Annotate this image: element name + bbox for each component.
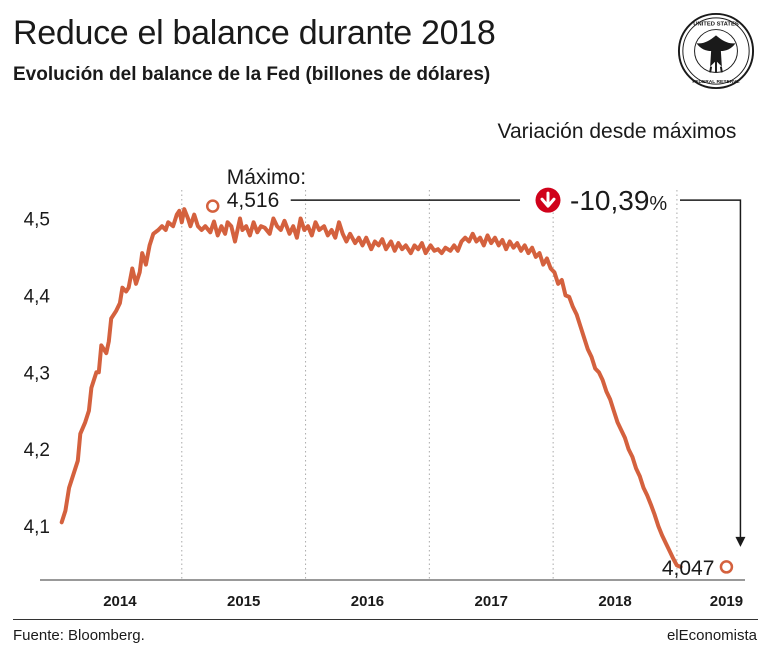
svg-text:FEDERAL RESERVE: FEDERAL RESERVE — [692, 79, 740, 85]
last-point-marker — [719, 560, 734, 574]
arrowhead-icon — [735, 536, 746, 547]
max-point-marker — [205, 199, 220, 213]
max-value-label: 4,516 — [227, 189, 280, 212]
variation-value: -10,39% — [570, 185, 667, 216]
chart-title: Reduce el balance durante 2018 — [13, 14, 496, 52]
x-tick-label: 2019 — [710, 593, 743, 610]
x-tick-label: 2017 — [475, 593, 508, 610]
max-label: Máximo: — [227, 166, 306, 189]
footer-divider — [13, 619, 758, 620]
series-line — [59, 207, 683, 569]
y-tick-label: 4,1 — [24, 517, 50, 538]
x-tick-label: 2015 — [227, 593, 260, 610]
x-tick-label: 2016 — [351, 593, 384, 610]
connector-down-line — [680, 199, 742, 541]
last-value-label: 4,047 — [662, 557, 715, 580]
y-tick-label: 4,5 — [24, 209, 50, 230]
y-tick-label: 4,3 — [24, 363, 50, 384]
down-arrow-icon — [540, 191, 556, 208]
variation-label: Variación desde máximos — [498, 120, 737, 143]
variation-unit: % — [649, 193, 667, 215]
x-tick-label: 2014 — [103, 593, 137, 610]
x-tick-label: 2018 — [598, 593, 631, 610]
svg-text:UNITED STATES: UNITED STATES — [693, 22, 739, 28]
source-note: Fuente: Bloomberg. — [13, 627, 145, 644]
y-tick-label: 4,4 — [24, 286, 51, 307]
federal-reserve-seal-icon: UNITED STATES FEDERAL RESERVE — [677, 12, 755, 90]
y-tick-label: 4,2 — [24, 440, 50, 461]
brand-name: elEconomista — [666, 627, 757, 644]
chart-subtitle: Evolución del balance de la Fed (billone… — [13, 64, 491, 85]
